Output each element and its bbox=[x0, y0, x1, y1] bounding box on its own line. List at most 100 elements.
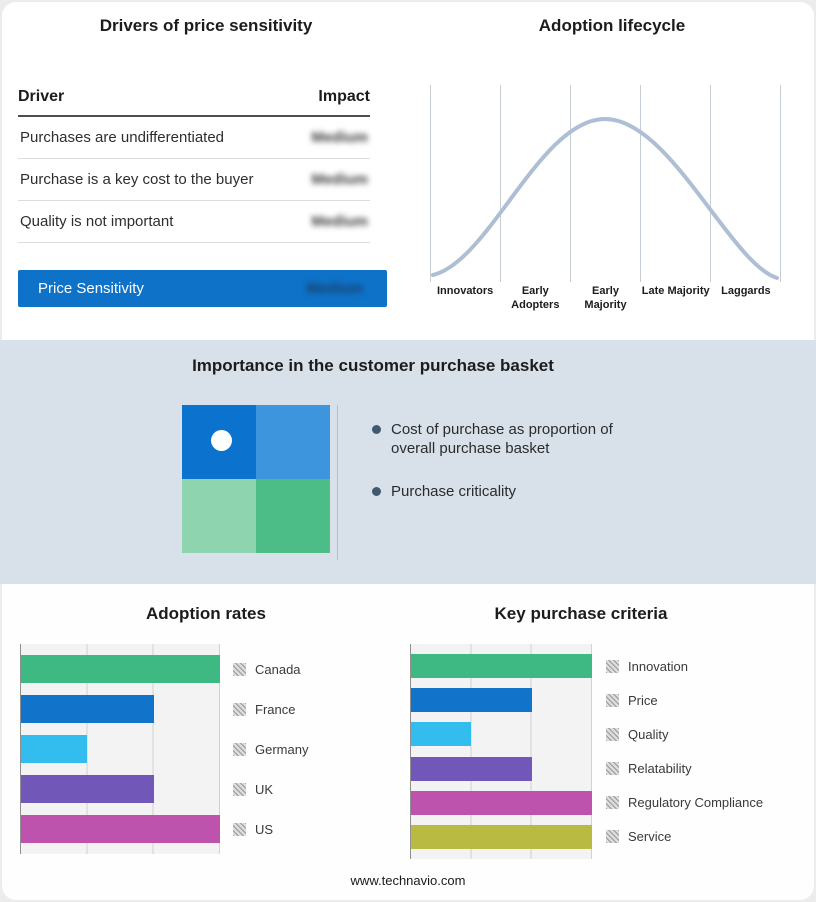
column-header-driver: Driver bbox=[18, 88, 65, 105]
legend-item-regulatory-compliance: Regulatory Compliance bbox=[606, 795, 806, 811]
adoption-lifecycle-chart bbox=[430, 85, 781, 282]
legend-label: Relatability bbox=[628, 761, 692, 777]
lifecycle-stage-label: Late Majority bbox=[641, 285, 710, 297]
driver-name: Purchase is a key cost to the buyer bbox=[20, 171, 254, 188]
lifecycle-stage-label: Early Adopters bbox=[511, 285, 560, 311]
lifecycle-gridlines bbox=[430, 85, 780, 282]
matrix-quadrant-bottom-left bbox=[182, 479, 256, 553]
legend-label: Canada bbox=[255, 661, 301, 677]
matrix-quadrant-top-right bbox=[256, 405, 330, 479]
adoption-rates-legend: Canada France Germany UK US bbox=[233, 644, 393, 854]
driver-row: Quality is not important Medium bbox=[18, 201, 370, 243]
bullet-dot bbox=[372, 425, 381, 434]
bar-price bbox=[411, 688, 532, 713]
price-sensitivity-impact-value: Medium bbox=[306, 280, 363, 297]
bullet-text: Cost of purchase as proportion of overal… bbox=[391, 421, 613, 458]
matrix-quadrant-bottom-right bbox=[256, 479, 330, 553]
basket-bullet-list: Cost of purchase as proportion of overal… bbox=[372, 420, 652, 526]
drivers-table: Driver Impact Purchases are undifferenti… bbox=[18, 88, 370, 243]
legend-item-uk: UK bbox=[233, 781, 393, 797]
legend-label: Germany bbox=[255, 741, 309, 757]
legend-swatch bbox=[606, 693, 619, 707]
lifecycle-title: Adoption lifecycle bbox=[538, 16, 686, 35]
impact-value: Medium bbox=[311, 129, 368, 146]
driver-row: Purchases are undifferentiated Medium bbox=[18, 117, 370, 159]
lifecycle-stage-label: Laggards bbox=[721, 285, 771, 297]
key-purchase-criteria-legend: Innovation Price Quality Relatability Regula… bbox=[606, 644, 806, 859]
legend-item-innovation: Innovation bbox=[606, 658, 806, 674]
column-header-impact: Impact bbox=[318, 88, 370, 105]
bar-innovation bbox=[411, 654, 592, 678]
legend-swatch bbox=[233, 662, 246, 676]
adoption-rates-plot bbox=[20, 644, 220, 854]
bullet-item: Purchase criticality bbox=[372, 482, 652, 501]
bar-us bbox=[21, 815, 220, 843]
driver-name: Quality is not important bbox=[20, 213, 174, 230]
legend-label: France bbox=[255, 701, 296, 717]
bar-canada bbox=[21, 655, 220, 683]
price-sensitivity-label: Price Sensitivity bbox=[38, 280, 144, 297]
key-purchase-criteria-plot bbox=[410, 644, 592, 859]
lifecycle-grid-segment bbox=[570, 85, 640, 282]
legend-label: Service bbox=[628, 829, 672, 845]
legend-swatch bbox=[233, 822, 246, 836]
bottom-panel: Adoption rates Canada France Germany UK US K… bbox=[2, 584, 814, 900]
legend-item-france: France bbox=[233, 701, 393, 717]
driver-row: Purchase is a key cost to the buyer Mediu… bbox=[18, 159, 370, 201]
bar-uk bbox=[21, 775, 154, 803]
bullet-dot bbox=[372, 487, 381, 497]
bullet-text: Purchase criticality bbox=[391, 483, 517, 501]
legend-swatch bbox=[233, 782, 246, 796]
legend-label: Regulatory Compliance bbox=[628, 795, 764, 811]
lifecycle-grid-segment bbox=[500, 85, 570, 282]
bell-curve bbox=[431, 116, 779, 280]
key-purchase-criteria-title: Key purchase criteria bbox=[494, 604, 668, 623]
legend-label: Price bbox=[628, 692, 658, 708]
legend-swatch bbox=[606, 727, 619, 741]
top-panel: Drivers of price sensitivity Driver Impa… bbox=[2, 2, 814, 340]
bullet-item: Cost of purchase as proportion of overal… bbox=[372, 420, 652, 458]
matrix-axis-line bbox=[337, 405, 338, 560]
lifecycle-stage-label: Early Majority bbox=[584, 285, 627, 311]
driver-name: Purchases are undifferentiated bbox=[20, 129, 225, 146]
lifecycle-grid-segment bbox=[640, 85, 710, 282]
bell-curve-path bbox=[431, 116, 779, 280]
legend-label: US bbox=[255, 821, 274, 837]
purchase-basket-matrix bbox=[182, 405, 330, 553]
bar-regulatory-compliance bbox=[411, 790, 592, 815]
legend-item-us: US bbox=[233, 821, 393, 837]
drivers-table-body: Purchases are undifferentiated Medium Purc… bbox=[18, 117, 370, 243]
price-sensitivity-row: Price Sensitivity Medium bbox=[18, 270, 387, 307]
legend-swatch bbox=[606, 659, 619, 673]
legend-item-canada: Canada bbox=[233, 661, 393, 677]
bar-service bbox=[411, 824, 592, 849]
legend-swatch bbox=[606, 830, 619, 844]
drivers-title: Drivers of price sensitivity bbox=[99, 16, 313, 35]
lifecycle-grid-segment bbox=[710, 85, 780, 282]
legend-swatch bbox=[606, 796, 619, 810]
lifecycle-stage-label: Innovators bbox=[436, 285, 494, 297]
basket-title: Importance in the customer purchase bask… bbox=[192, 356, 554, 375]
impact-value: Medium bbox=[311, 213, 368, 230]
lifecycle-grid-segment bbox=[430, 85, 500, 282]
legend-label: Innovation bbox=[628, 658, 688, 674]
legend-item-relatability: Relatability bbox=[606, 761, 806, 777]
drivers-table-header: Driver Impact bbox=[18, 88, 370, 117]
legend-item-quality: Quality bbox=[606, 726, 806, 742]
footer-url: www.technavio.com bbox=[350, 873, 466, 888]
legend-item-germany: Germany bbox=[233, 741, 393, 757]
bar-france bbox=[21, 695, 154, 723]
legend-label: Quality bbox=[628, 726, 669, 742]
legend-swatch bbox=[606, 762, 619, 776]
position-dot bbox=[211, 430, 232, 451]
impact-value: Medium bbox=[311, 171, 368, 188]
legend-swatch bbox=[233, 742, 246, 756]
legend-label: UK bbox=[255, 781, 274, 797]
bar-germany bbox=[21, 735, 88, 763]
matrix-quadrant-top-left bbox=[182, 405, 256, 479]
lifecycle-stage-labels: Innovators Early Adopters Early Majority La… bbox=[430, 285, 781, 313]
bar-quality bbox=[411, 722, 472, 747]
legend-item-service: Service bbox=[606, 829, 806, 845]
legend-item-price: Price bbox=[606, 692, 806, 708]
